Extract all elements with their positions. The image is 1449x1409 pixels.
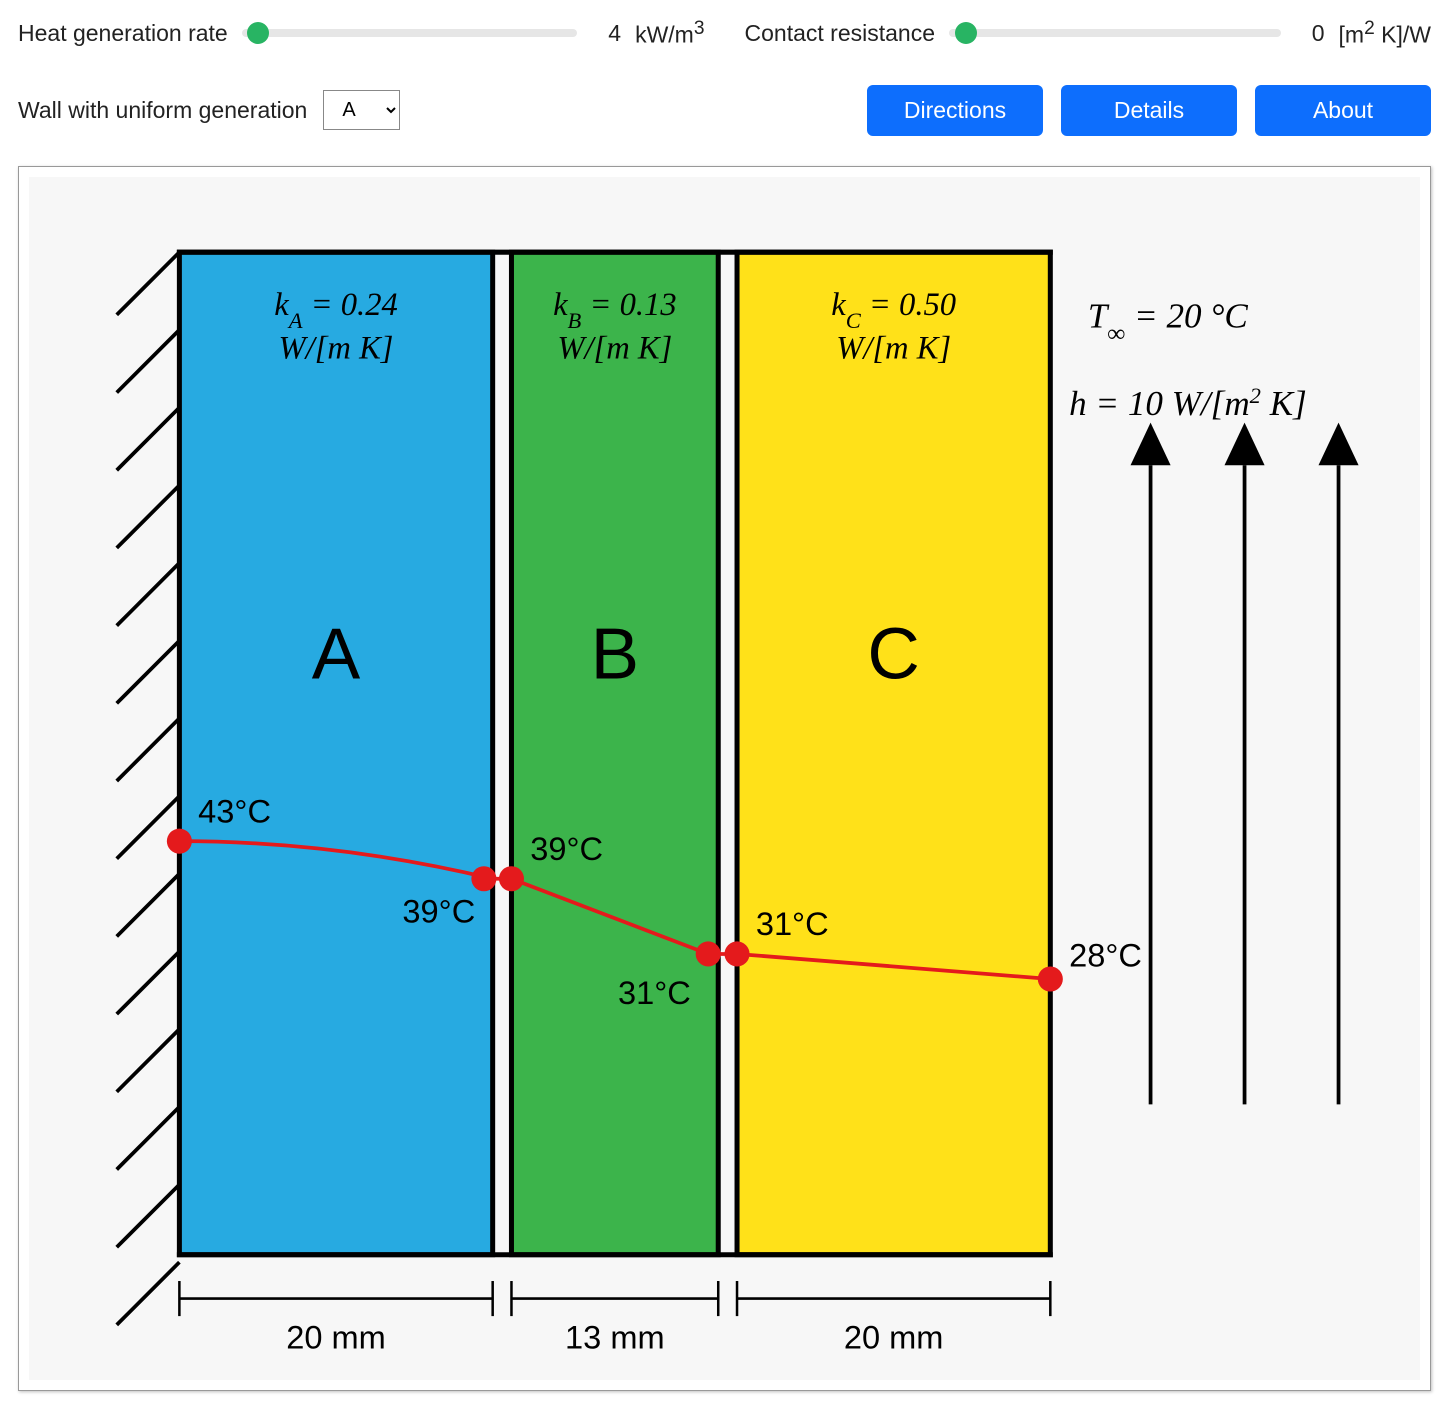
heat-gen-label: Heat generation rate	[18, 20, 228, 47]
svg-text:h = 10 W/[m2 K]: h = 10 W/[m2 K]	[1069, 382, 1307, 423]
contact-res-value: 0	[1295, 20, 1325, 47]
svg-text:31°C: 31°C	[756, 906, 829, 942]
wall-select[interactable]: ABC	[323, 90, 400, 130]
heat-diagram: kA = 0.24W/[m K]A20 mmkB = 0.13W/[m K]B1…	[29, 177, 1420, 1380]
svg-text:B: B	[591, 613, 639, 694]
heat-generation-control: Heat generation rate 4 kW/m3	[18, 18, 705, 49]
svg-text:28°C: 28°C	[1069, 937, 1142, 973]
heat-gen-value: 4	[591, 20, 621, 47]
contact-res-label: Contact resistance	[745, 20, 935, 47]
contact-res-slider[interactable]	[949, 29, 1281, 37]
button-row: Directions Details About	[745, 85, 1432, 136]
wall-select-control: Wall with uniform generation ABC	[18, 85, 705, 136]
directions-button[interactable]: Directions	[867, 85, 1043, 136]
svg-text:20 mm: 20 mm	[286, 1319, 386, 1355]
svg-text:A: A	[312, 613, 361, 694]
contact-res-slider-thumb[interactable]	[955, 22, 977, 44]
svg-text:43°C: 43°C	[198, 793, 271, 829]
svg-text:13 mm: 13 mm	[565, 1319, 665, 1355]
svg-text:20 mm: 20 mm	[844, 1319, 944, 1355]
svg-text:39°C: 39°C	[402, 893, 475, 929]
heat-gen-slider[interactable]	[242, 29, 577, 37]
heat-gen-slider-thumb[interactable]	[247, 22, 269, 44]
details-button[interactable]: Details	[1061, 85, 1237, 136]
svg-text:C: C	[867, 613, 919, 694]
svg-text:W/[m K]: W/[m K]	[836, 330, 951, 366]
diagram-frame: kA = 0.24W/[m K]A20 mmkB = 0.13W/[m K]B1…	[18, 166, 1431, 1391]
svg-text:W/[m K]: W/[m K]	[279, 330, 394, 366]
svg-text:39°C: 39°C	[530, 831, 603, 867]
about-button[interactable]: About	[1255, 85, 1431, 136]
svg-text:31°C: 31°C	[618, 975, 691, 1011]
contact-res-unit: [m2 K]/W	[1339, 18, 1431, 49]
wall-select-label: Wall with uniform generation	[18, 97, 307, 124]
svg-text:W/[m K]: W/[m K]	[557, 330, 672, 366]
heat-gen-unit: kW/m3	[635, 18, 704, 49]
contact-resistance-control: Contact resistance 0 [m2 K]/W	[745, 18, 1432, 49]
